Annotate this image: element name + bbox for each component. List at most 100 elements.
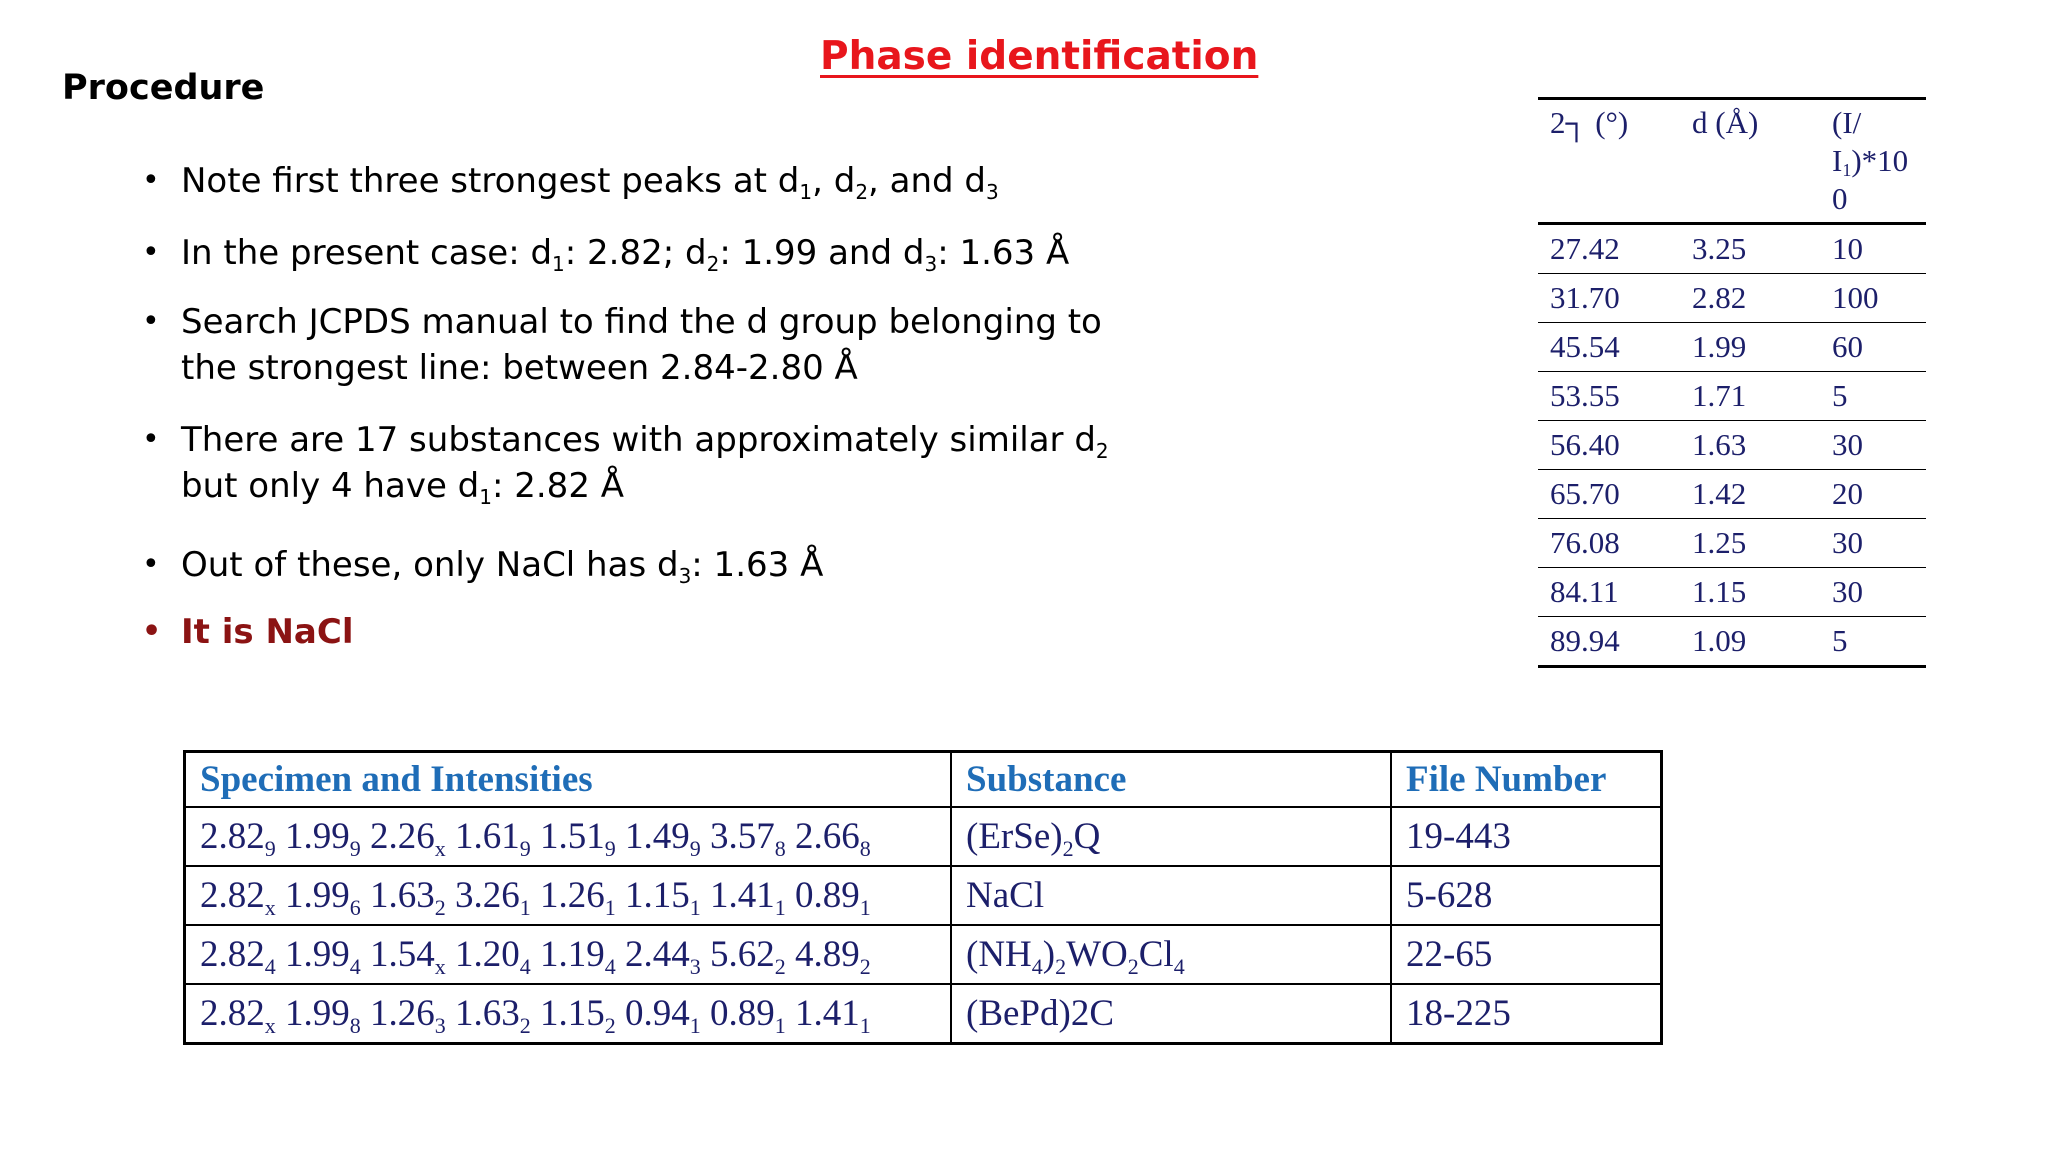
- jcpds-table-body: 2.829 1.999 2.26x 1.619 1.519 1.499 3.57…: [183, 806, 1663, 1045]
- cell-two-theta: 27.42: [1538, 223, 1680, 274]
- peak-table-row: 27.42 3.25 10: [1538, 223, 1926, 274]
- intensity-subscript: 4: [519, 954, 531, 979]
- intensity-subscript: 4: [349, 954, 361, 979]
- subscript: 2: [1055, 954, 1067, 979]
- d-value: 2.82: [200, 934, 265, 975]
- d-value: 2.26: [360, 816, 435, 857]
- d-value: 0.89: [785, 875, 860, 916]
- subscript: 2: [1127, 954, 1139, 979]
- d-value: 1.99: [275, 816, 350, 857]
- cell-intensity: 20: [1820, 469, 1926, 519]
- bullet-line: Search JCPDS manual to find the d group …: [181, 302, 1102, 342]
- cell-d-spacing: 1.15: [1680, 567, 1820, 617]
- intensity-subscript: 1: [689, 1013, 701, 1038]
- header-file-number: File Number: [1390, 750, 1663, 808]
- d-value: 5.62: [700, 934, 775, 975]
- d-value: 2.82: [200, 993, 265, 1034]
- cell-intensity: 5: [1820, 616, 1926, 668]
- cell-two-theta: 56.40: [1538, 420, 1680, 470]
- subscript: 3: [986, 180, 999, 204]
- text-run: WO: [1066, 934, 1128, 975]
- peak-table-row: 53.55 1.71 5: [1538, 371, 1926, 421]
- jcpds-row: 2.824 1.994 1.54x 1.204 1.194 2.443 5.62…: [183, 924, 1663, 985]
- peak-table-row: 89.94 1.09 5: [1538, 616, 1926, 668]
- cell-d-spacing: 1.25: [1680, 518, 1820, 568]
- intensity-subscript: 9: [349, 836, 361, 861]
- intensity-subscript: x: [434, 954, 446, 979]
- procedure-heading: Procedure: [62, 68, 265, 108]
- cell-intensity: 60: [1820, 322, 1926, 372]
- cell-d-spacing: 2.82: [1680, 273, 1820, 323]
- d-value: 3.57: [700, 816, 775, 857]
- intensity-subscript: 1: [859, 895, 871, 920]
- subscript: 1: [799, 180, 813, 204]
- cell-specimen-intensities: 2.82x 1.998 1.263 1.632 1.152 0.941 0.89…: [183, 983, 952, 1045]
- cell-two-theta: 76.08: [1538, 518, 1680, 568]
- peak-table-row: 65.70 1.42 20: [1538, 469, 1926, 519]
- bullet-text: Out of these, only NaCl has d3: 1.63 Å: [181, 542, 823, 588]
- peak-table-row: 45.54 1.99 60: [1538, 322, 1926, 372]
- peak-data-table: 2┐ (°) d (Å) (I/I1)*10 0 27.42 3.25 10 31.70…: [1538, 97, 1926, 668]
- bullet-text: There are 17 substances with approximate…: [181, 417, 1109, 509]
- text-run: In the present case: d: [181, 233, 553, 273]
- d-value: 1.26: [530, 875, 605, 916]
- header-specimen: Specimen and Intensities: [183, 750, 952, 808]
- cell-file-number: 5-628: [1390, 865, 1663, 926]
- subscript: 4: [1173, 954, 1185, 979]
- bullet-line: the strongest line: between 2.84-2.80 Å: [181, 348, 858, 388]
- cell-intensity: 30: [1820, 567, 1926, 617]
- intensity-subscript: 1: [519, 895, 531, 920]
- header-two-theta: 2┐ (°): [1538, 97, 1680, 225]
- bullet-dot: •: [142, 422, 160, 457]
- d-value: 1.51: [530, 816, 605, 857]
- cell-d-spacing: 1.42: [1680, 469, 1820, 519]
- jcpds-header-row: Specimen and Intensities Substance File …: [183, 750, 1663, 808]
- intensity-subscript: 1: [689, 895, 701, 920]
- intensity-subscript: 1: [774, 895, 786, 920]
- bullet-dot: •: [142, 614, 162, 649]
- cell-intensity: 10: [1820, 223, 1926, 274]
- jcpds-row: 2.82x 1.998 1.263 1.632 1.152 0.941 0.89…: [183, 983, 1663, 1045]
- intensity-subscript: 9: [519, 836, 531, 861]
- cell-substance: (BePd)2C: [950, 983, 1392, 1045]
- d-value: 1.41: [700, 875, 775, 916]
- intensity-subscript: 2: [519, 1013, 531, 1038]
- peak-table-row: 56.40 1.63 30: [1538, 420, 1926, 470]
- intensity-subscript: 2: [774, 954, 786, 979]
- header-relative-intensity: (I/I1)*10 0: [1820, 97, 1926, 225]
- intensity-subscript: 2: [859, 954, 871, 979]
- text-run: (BePd)2C: [966, 993, 1114, 1034]
- cell-d-spacing: 1.63: [1680, 420, 1820, 470]
- bullet-dot: •: [142, 235, 160, 270]
- cell-two-theta: 65.70: [1538, 469, 1680, 519]
- text-run: : 1.63 Å: [691, 545, 824, 585]
- cell-file-number: 19-443: [1390, 806, 1663, 867]
- subscript: 2: [1095, 439, 1109, 463]
- peak-table-row: 31.70 2.82 100: [1538, 273, 1926, 323]
- bullet-text: It is NaCl: [181, 609, 353, 655]
- d-value: 1.99: [275, 934, 350, 975]
- cell-intensity: 100: [1820, 273, 1926, 323]
- subscript: 3: [678, 564, 692, 588]
- text-run: (NH: [966, 934, 1032, 975]
- jcpds-match-table: Specimen and Intensities Substance File …: [183, 750, 1663, 1045]
- jcpds-row: 2.82x 1.996 1.632 3.261 1.261 1.151 1.41…: [183, 865, 1663, 926]
- intensity-subscript: 8: [349, 1013, 361, 1038]
- d-value: 1.63: [445, 993, 520, 1034]
- text-run: ): [1042, 934, 1056, 975]
- intensity-subscript: 1: [774, 1013, 786, 1038]
- cell-specimen-intensities: 2.824 1.994 1.54x 1.204 1.194 2.443 5.62…: [183, 924, 952, 985]
- subscript: 4: [1031, 954, 1043, 979]
- cell-intensity: 30: [1820, 420, 1926, 470]
- peak-table-header-row: 2┐ (°) d (Å) (I/I1)*10 0: [1538, 97, 1926, 225]
- slide-title: Phase identification: [820, 34, 1259, 79]
- subscript: 2: [855, 180, 869, 204]
- bullet-text: Search JCPDS manual to find the d group …: [181, 299, 1102, 391]
- intensity-subscript: 6: [349, 895, 361, 920]
- cell-specimen-intensities: 2.829 1.999 2.26x 1.619 1.519 1.499 3.57…: [183, 806, 952, 867]
- d-value: 2.82: [200, 816, 265, 857]
- peak-table-row: 84.11 1.15 30: [1538, 567, 1926, 617]
- intensity-subscript: x: [264, 1013, 276, 1038]
- sub-1: 1: [1842, 160, 1852, 180]
- text-run: There are 17 substances with approximate…: [181, 420, 1096, 460]
